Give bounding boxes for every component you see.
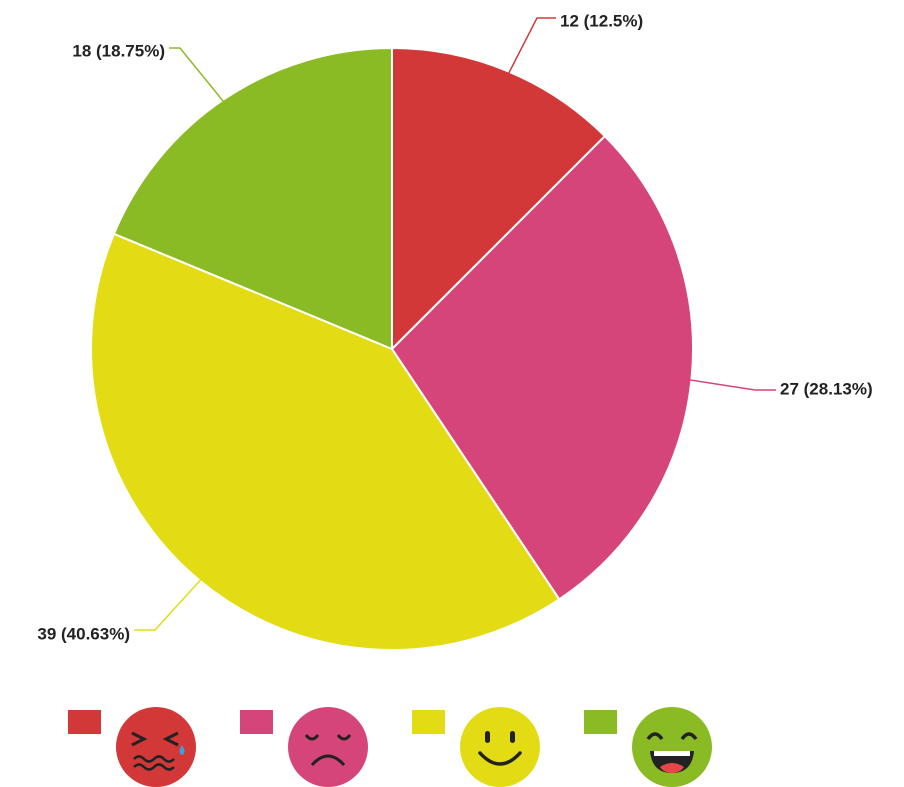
face-mouth (133, 755, 175, 771)
legend-icon (460, 707, 540, 787)
face-eye (304, 734, 352, 741)
face-eye (646, 732, 698, 741)
leader-line (661, 374, 776, 391)
legend-icon (288, 707, 368, 787)
face-teeth (654, 751, 690, 756)
leader-line (169, 47, 243, 125)
data-label: 18 (18.75%) (72, 41, 165, 60)
data-label: 27 (28.13%) (780, 379, 873, 398)
face-mouth (310, 754, 346, 767)
face-eye (510, 731, 515, 743)
pie-slice (112, 46, 393, 351)
data-label: 12 (12.5%) (560, 11, 643, 30)
legend-icon (632, 707, 712, 787)
face-eye (162, 731, 179, 747)
pie-slice (90, 232, 561, 651)
pie-slice (391, 46, 607, 352)
face (288, 707, 368, 787)
face-mouth (478, 751, 522, 766)
legend-swatch (68, 710, 101, 734)
pie-slice (390, 134, 694, 601)
face (632, 707, 712, 787)
legend-icon (116, 707, 196, 787)
face-eye (131, 731, 148, 747)
legend-swatch (412, 710, 445, 734)
face-tongue (660, 763, 684, 773)
face-eye (485, 731, 490, 743)
leader-line (495, 17, 556, 99)
leader-line (134, 557, 221, 631)
face-tear (179, 745, 185, 755)
face (116, 707, 196, 787)
legend-swatch (240, 710, 273, 734)
legend-swatch (584, 710, 617, 734)
face (460, 707, 540, 787)
data-label: 39 (40.63%) (37, 624, 130, 643)
